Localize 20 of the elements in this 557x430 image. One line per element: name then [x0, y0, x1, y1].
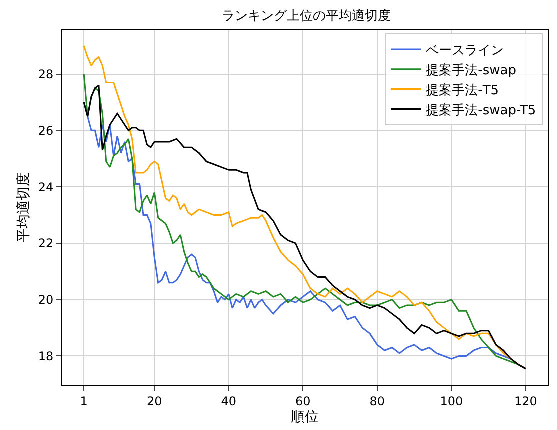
x-tick-label: 40 [221, 394, 237, 408]
x-tick-label: 100 [440, 394, 464, 408]
x-tick-label: 1 [80, 394, 88, 408]
x-tick-label: 80 [370, 394, 386, 408]
y-tick-label: 20 [38, 293, 54, 308]
y-tick-label: 26 [38, 124, 54, 138]
x-axis-title: 順位 [291, 410, 319, 426]
y-axis-title: 平均適切度 [16, 172, 32, 242]
y-tick-label: 18 [38, 349, 54, 364]
y-tick-label: 28 [38, 67, 54, 82]
legend-label: ベースライン [426, 44, 504, 59]
legend-label: 提案手法-T5 [426, 82, 500, 98]
y-tick-label: 24 [38, 180, 54, 194]
legend-label: 提案手法-swap-T5 [426, 102, 536, 118]
x-tick-label: 60 [296, 394, 311, 408]
y-tick-label: 22 [38, 236, 54, 251]
chart-title: ランキング上位の平均適切度 [222, 8, 391, 24]
x-tick-label: 20 [146, 394, 162, 408]
x-tick-label: 120 [514, 394, 538, 408]
legend-label: 提案手法-swap [426, 62, 516, 78]
